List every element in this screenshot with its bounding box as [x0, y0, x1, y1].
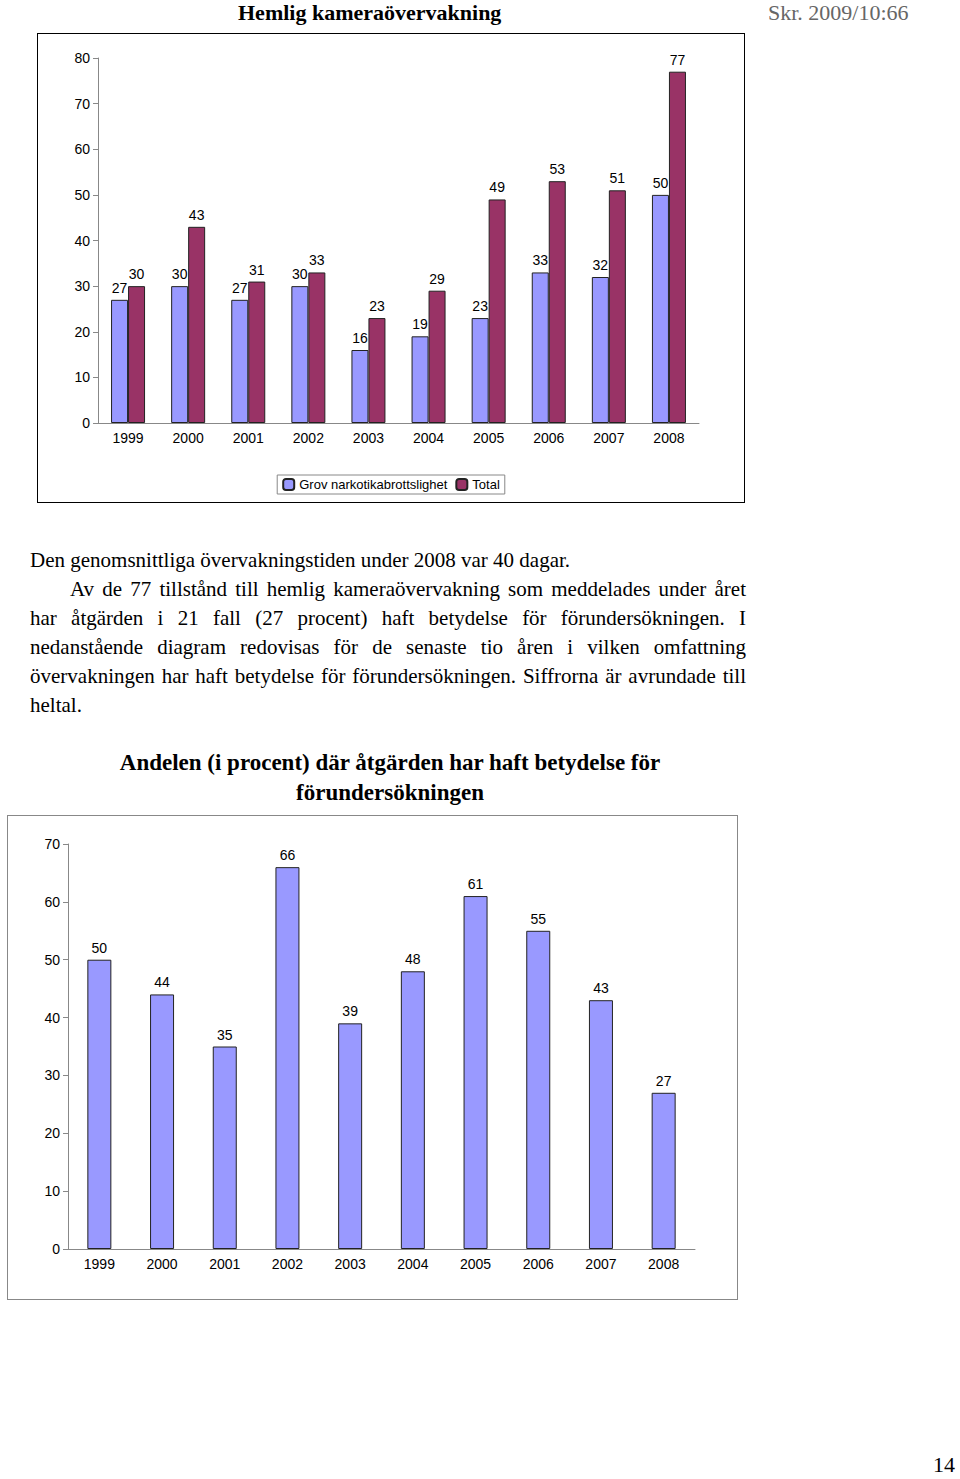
svg-text:55: 55	[530, 911, 546, 927]
svg-text:50: 50	[653, 175, 669, 191]
svg-text:2004: 2004	[413, 430, 444, 446]
svg-text:40: 40	[44, 1010, 60, 1026]
svg-text:50: 50	[44, 952, 60, 968]
svg-text:2006: 2006	[523, 1256, 554, 1272]
svg-text:2005: 2005	[460, 1256, 491, 1272]
svg-text:33: 33	[532, 252, 548, 268]
svg-text:61: 61	[468, 876, 484, 892]
svg-text:27: 27	[656, 1073, 672, 1089]
svg-text:35: 35	[217, 1027, 233, 1043]
svg-text:53: 53	[549, 161, 565, 177]
svg-text:44: 44	[154, 974, 170, 990]
svg-text:33: 33	[309, 252, 325, 268]
svg-text:66: 66	[280, 847, 296, 863]
svg-text:1999: 1999	[112, 430, 143, 446]
svg-text:70: 70	[74, 96, 90, 112]
svg-text:2005: 2005	[473, 430, 504, 446]
svg-text:2007: 2007	[593, 430, 624, 446]
svg-text:2001: 2001	[233, 430, 264, 446]
svg-text:2002: 2002	[272, 1256, 303, 1272]
html-text:Skr. 2009/10:66: Skr. 2009/10:66	[768, 0, 909, 25]
svg-text:20: 20	[74, 324, 90, 340]
svg-text:29: 29	[429, 271, 445, 287]
svg-text:43: 43	[593, 980, 609, 996]
svg-text:19: 19	[412, 316, 428, 332]
svg-text:2008: 2008	[653, 430, 684, 446]
svg-text:27: 27	[232, 280, 248, 296]
svg-text:31: 31	[249, 262, 265, 278]
html-text:14: 14	[933, 1452, 955, 1477]
html-text:Andelen (i procent) där åtgärd: Andelen (i procent) där åtgärden har haf…	[119, 750, 661, 805]
svg-text:16: 16	[352, 330, 368, 346]
html-text:Den genomsnittliga övervakning: Den genomsnittliga övervakningstiden und…	[30, 548, 570, 572]
html-text:Hemlig kameraövervakning: Hemlig kameraövervakning	[238, 0, 502, 25]
svg-text:48: 48	[405, 951, 421, 967]
svg-text:60: 60	[74, 141, 90, 157]
svg-text:2006: 2006	[533, 430, 564, 446]
svg-text:30: 30	[44, 1067, 60, 1083]
svg-text:2008: 2008	[648, 1256, 679, 1272]
svg-text:2004: 2004	[397, 1256, 428, 1272]
svg-text:10: 10	[74, 369, 90, 385]
svg-text:2003: 2003	[335, 1256, 366, 1272]
svg-text:2003: 2003	[353, 430, 384, 446]
svg-text:39: 39	[342, 1003, 358, 1019]
svg-text:30: 30	[74, 278, 90, 294]
svg-text:50: 50	[92, 940, 108, 956]
svg-text:30: 30	[172, 266, 188, 282]
svg-text:77: 77	[670, 52, 686, 68]
svg-text:51: 51	[610, 170, 626, 186]
svg-text:27: 27	[112, 280, 128, 296]
svg-text:10: 10	[44, 1183, 60, 1199]
svg-text:80: 80	[74, 50, 90, 66]
svg-text:23: 23	[369, 298, 385, 314]
svg-text:0: 0	[52, 1241, 60, 1257]
svg-text:30: 30	[292, 266, 308, 282]
svg-text:1999: 1999	[84, 1256, 115, 1272]
svg-text:2001: 2001	[209, 1256, 240, 1272]
svg-text:32: 32	[593, 257, 609, 273]
svg-text:60: 60	[44, 894, 60, 910]
svg-text:2002: 2002	[293, 430, 324, 446]
svg-text:23: 23	[472, 298, 488, 314]
svg-text:70: 70	[44, 836, 60, 852]
svg-text:49: 49	[489, 179, 505, 195]
svg-text:2007: 2007	[585, 1256, 616, 1272]
svg-text:43: 43	[189, 207, 205, 223]
svg-text:Total: Total	[472, 477, 500, 492]
svg-text:0: 0	[82, 415, 90, 431]
svg-text:20: 20	[44, 1125, 60, 1141]
svg-text:30: 30	[129, 266, 145, 282]
svg-text:Grov narkotikabrottslighet: Grov narkotikabrottslighet	[299, 477, 448, 492]
svg-text:2000: 2000	[146, 1256, 177, 1272]
svg-text:2000: 2000	[173, 430, 204, 446]
html-text:Av de 77 tillstånd till hemlig: Av de 77 tillstånd till hemlig kameraöve…	[30, 577, 746, 717]
svg-text:40: 40	[74, 233, 90, 249]
svg-text:50: 50	[74, 187, 90, 203]
